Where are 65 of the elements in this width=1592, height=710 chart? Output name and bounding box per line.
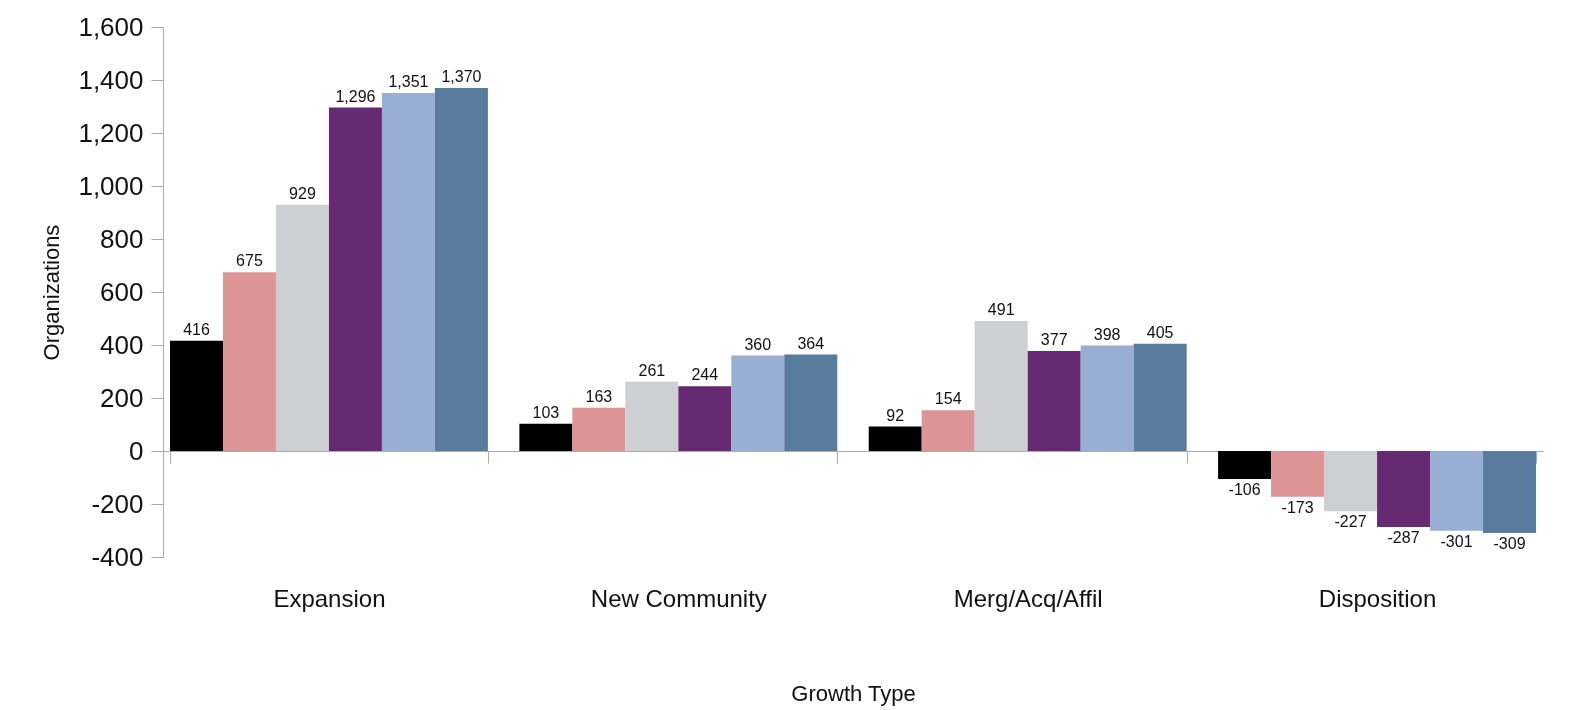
- data-label: 364: [797, 334, 825, 352]
- y-tick-label: 800: [100, 223, 144, 254]
- bar: [1133, 343, 1187, 451]
- y-tick-label: -400: [91, 541, 144, 572]
- bar: [1483, 451, 1537, 533]
- bar: [328, 107, 382, 451]
- y-tick-label: 400: [100, 329, 144, 360]
- bar: [1324, 451, 1378, 512]
- y-tick-label: 1,000: [78, 170, 144, 201]
- y-tick-label: 600: [100, 276, 144, 307]
- y-tick-label: 1,600: [78, 11, 144, 42]
- bar: [678, 386, 732, 451]
- data-label: 416: [183, 320, 210, 338]
- bar: [731, 355, 785, 451]
- data-label: -106: [1228, 481, 1261, 499]
- data-label: 360: [744, 335, 772, 353]
- data-label: 1,296: [335, 87, 376, 105]
- x-axis-title: Growth Type: [791, 680, 916, 706]
- bar: [381, 92, 435, 451]
- bar: [1271, 451, 1325, 497]
- bar: [222, 272, 276, 451]
- data-label: 405: [1146, 323, 1174, 341]
- bar: [1218, 451, 1272, 480]
- bar: [169, 340, 223, 451]
- bar: [1027, 351, 1081, 451]
- data-label: 154: [934, 390, 962, 408]
- data-label: -301: [1440, 532, 1473, 550]
- data-label: 92: [886, 406, 905, 424]
- data-label: 929: [289, 184, 316, 202]
- y-tick-label: 1,400: [78, 64, 144, 95]
- data-label: 675: [236, 252, 263, 270]
- bar: [275, 204, 329, 451]
- bar: [1080, 345, 1134, 451]
- data-label: 377: [1040, 331, 1068, 349]
- y-tick-label: -200: [91, 488, 144, 519]
- bar: [784, 354, 838, 451]
- data-label: -227: [1334, 513, 1367, 531]
- x-tick-label: Merg/Acq/Affil: [953, 584, 1103, 612]
- bar: [868, 426, 922, 451]
- data-label: -173: [1281, 498, 1314, 516]
- bar: [1430, 451, 1484, 531]
- bar: [434, 87, 488, 451]
- bar: [921, 410, 975, 451]
- y-tick-label: 0: [129, 435, 144, 466]
- data-label: -287: [1387, 529, 1420, 547]
- bar: [974, 320, 1028, 451]
- data-label: 1,370: [441, 67, 482, 85]
- bar: [519, 423, 573, 451]
- bar: [572, 407, 626, 451]
- data-label: 398: [1093, 325, 1121, 343]
- y-tick-label: 1,200: [78, 117, 144, 148]
- data-label: 491: [987, 300, 1015, 318]
- x-tick-label: New Community: [590, 584, 767, 612]
- bar: [625, 381, 679, 451]
- data-label: 261: [638, 361, 666, 379]
- bar: [1377, 451, 1431, 528]
- y-axis-title: Organizations: [39, 224, 65, 361]
- data-label: -309: [1493, 534, 1526, 552]
- data-label: 163: [585, 387, 613, 405]
- y-tick-label: 200: [100, 382, 144, 413]
- x-tick-label: Expansion: [273, 584, 386, 612]
- data-label: 244: [691, 366, 719, 384]
- data-label: 103: [532, 403, 560, 421]
- x-tick-label: Disposition: [1318, 584, 1437, 612]
- data-label: 1,351: [388, 72, 429, 90]
